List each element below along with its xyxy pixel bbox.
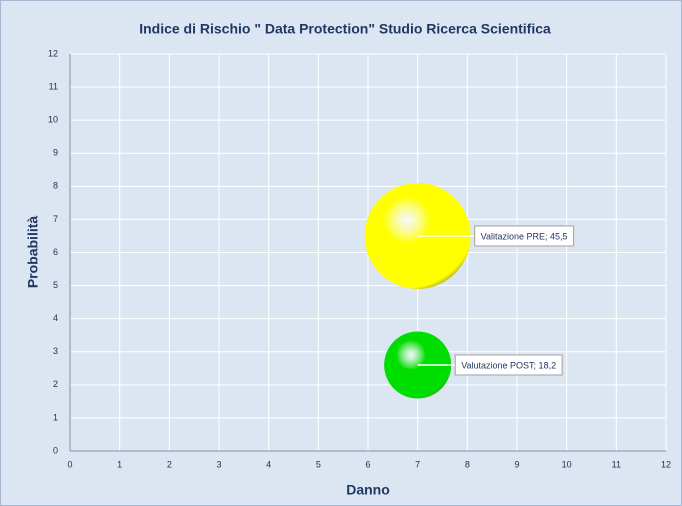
x-tick-label: 7 bbox=[415, 459, 420, 469]
y-tick-label: 2 bbox=[53, 379, 58, 389]
y-tick-label: 5 bbox=[53, 280, 58, 290]
x-tick-label: 11 bbox=[612, 459, 621, 469]
y-tick-label: 10 bbox=[48, 115, 58, 125]
y-axis-title: Probabilità bbox=[25, 216, 41, 289]
chart-title: Indice di Rischio " Data Protection" Stu… bbox=[139, 21, 551, 37]
y-tick-label: 3 bbox=[53, 346, 58, 356]
x-tick-label: 1 bbox=[117, 459, 122, 469]
data-label-box bbox=[454, 354, 563, 376]
data-label: Valitazione PRE; 45,5 bbox=[481, 231, 568, 241]
data-label-box bbox=[474, 225, 575, 247]
x-axis-title: Danno bbox=[346, 482, 390, 498]
x-tick-label: 5 bbox=[316, 459, 321, 469]
x-tick-label: 12 bbox=[661, 459, 671, 469]
y-tick-label: 7 bbox=[53, 214, 58, 224]
x-tick-label: 4 bbox=[266, 459, 271, 469]
y-tick-label: 11 bbox=[49, 81, 58, 91]
y-tick-label: 4 bbox=[53, 313, 58, 323]
data-label: Valutazione POST; 18,2 bbox=[461, 360, 556, 370]
x-tick-label: 8 bbox=[465, 459, 470, 469]
x-tick-label: 10 bbox=[562, 459, 572, 469]
y-tick-label: 12 bbox=[48, 48, 58, 58]
x-tick-label: 2 bbox=[167, 459, 172, 469]
x-tick-label: 9 bbox=[514, 459, 519, 469]
y-tick-label: 8 bbox=[53, 181, 58, 191]
x-tick-label: 6 bbox=[365, 459, 370, 469]
y-tick-label: 1 bbox=[53, 412, 58, 422]
y-tick-label: 0 bbox=[53, 445, 58, 455]
y-tick-label: 9 bbox=[53, 148, 58, 158]
x-tick-label: 3 bbox=[216, 459, 221, 469]
x-tick-label: 0 bbox=[67, 459, 72, 469]
y-tick-label: 6 bbox=[53, 247, 58, 257]
